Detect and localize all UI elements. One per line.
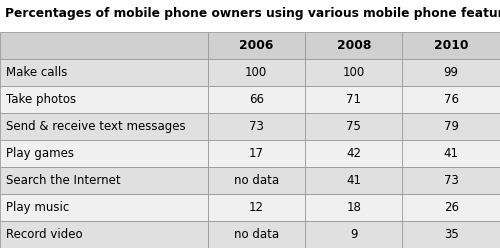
Text: 26: 26	[444, 201, 459, 214]
Bar	[0, 32, 208, 59]
Bar	[402, 194, 500, 221]
Bar	[208, 113, 305, 140]
Text: 12: 12	[249, 201, 264, 214]
Bar	[0, 59, 208, 86]
Text: 99: 99	[444, 66, 459, 79]
Bar	[305, 167, 402, 194]
Bar	[0, 140, 208, 167]
Text: 17: 17	[249, 147, 264, 160]
Text: 100: 100	[245, 66, 268, 79]
Bar	[208, 86, 305, 113]
Text: 100: 100	[342, 66, 365, 79]
Text: Record video: Record video	[6, 228, 82, 241]
Text: Percentages of mobile phone owners using various mobile phone features: Percentages of mobile phone owners using…	[5, 7, 500, 20]
Bar	[305, 113, 402, 140]
Bar	[305, 221, 402, 248]
Bar	[402, 32, 500, 59]
Bar	[0, 194, 208, 221]
Bar	[402, 221, 500, 248]
Text: 75: 75	[346, 120, 361, 133]
Bar	[402, 113, 500, 140]
Bar	[305, 32, 402, 59]
Text: Search the Internet: Search the Internet	[6, 174, 120, 187]
Bar	[305, 194, 402, 221]
Bar	[208, 32, 305, 59]
Text: 41: 41	[346, 174, 361, 187]
Text: Play music: Play music	[6, 201, 69, 214]
Bar	[305, 140, 402, 167]
Bar	[305, 86, 402, 113]
Text: 66: 66	[249, 93, 264, 106]
Bar	[0, 86, 208, 113]
Bar	[305, 59, 402, 86]
Text: 2008: 2008	[336, 39, 371, 52]
Text: 73: 73	[444, 174, 458, 187]
Text: Send & receive text messages: Send & receive text messages	[6, 120, 186, 133]
Text: 79: 79	[444, 120, 459, 133]
Text: Play games: Play games	[6, 147, 74, 160]
Bar	[208, 140, 305, 167]
Text: 9: 9	[350, 228, 358, 241]
Bar	[0, 113, 208, 140]
Text: 2010: 2010	[434, 39, 468, 52]
Text: 18: 18	[346, 201, 361, 214]
Bar	[208, 167, 305, 194]
Bar	[402, 59, 500, 86]
Bar	[0, 167, 208, 194]
Text: no data: no data	[234, 228, 279, 241]
Text: 73: 73	[249, 120, 264, 133]
Bar	[402, 140, 500, 167]
Bar	[402, 86, 500, 113]
Text: Make calls: Make calls	[6, 66, 68, 79]
Text: Take photos: Take photos	[6, 93, 76, 106]
Bar	[208, 194, 305, 221]
Bar	[402, 167, 500, 194]
Text: 41: 41	[444, 147, 459, 160]
Text: 35: 35	[444, 228, 458, 241]
Text: 76: 76	[444, 93, 459, 106]
Text: no data: no data	[234, 174, 279, 187]
Text: 2006: 2006	[239, 39, 274, 52]
Bar	[208, 59, 305, 86]
Bar	[0, 221, 208, 248]
Text: 71: 71	[346, 93, 361, 106]
Text: 42: 42	[346, 147, 361, 160]
Bar	[208, 221, 305, 248]
